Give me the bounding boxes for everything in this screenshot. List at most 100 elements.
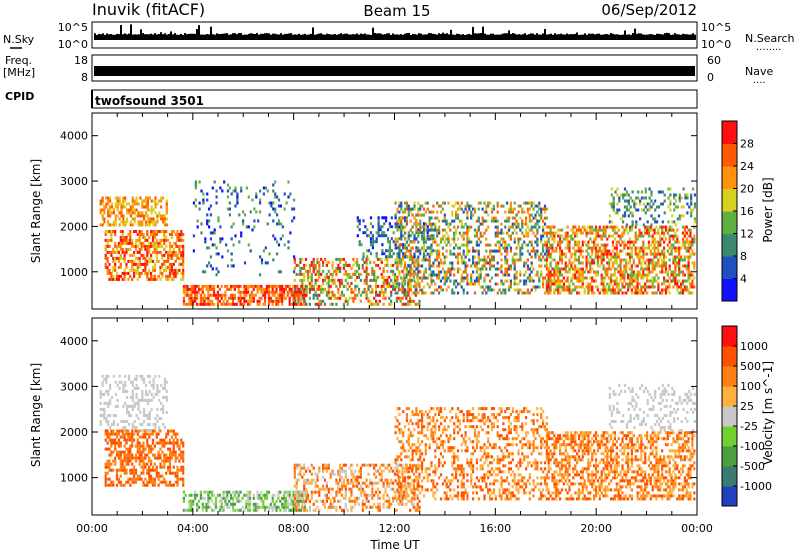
- scatter-cell: [407, 281, 410, 285]
- scatter-cell: [108, 453, 111, 457]
- scatter-cell: [163, 235, 166, 239]
- scatter-cell: [239, 302, 242, 306]
- scatter-cell: [661, 252, 664, 256]
- scatter-cell: [625, 264, 628, 268]
- scatter-cell: [203, 284, 206, 288]
- scatter-cell: [120, 208, 123, 212]
- scatter-cell: [101, 414, 104, 417]
- scatter-cell: [373, 302, 376, 306]
- scatter-cell: [106, 244, 109, 248]
- scatter-cell: [413, 264, 416, 268]
- scatter-cell: [430, 210, 433, 214]
- scatter-cell: [651, 270, 654, 274]
- scatter-cell: [152, 380, 155, 384]
- scatter-cell: [410, 278, 414, 282]
- scatter-cell: [451, 291, 454, 295]
- scatter-cell: [292, 499, 295, 503]
- scatter-cell: [500, 228, 503, 232]
- scatter-cell: [623, 264, 626, 268]
- scatter-cell: [462, 234, 465, 238]
- scatter-cell: [123, 456, 126, 460]
- y-tick-label: 3000: [60, 175, 88, 188]
- scatter-cell: [422, 246, 426, 250]
- scatter-cell: [649, 279, 652, 283]
- scatter-cell: [119, 456, 122, 460]
- scatter-cell: [146, 401, 149, 405]
- scatter-cell: [284, 496, 287, 500]
- scatter-cell: [124, 420, 127, 423]
- scatter-cell: [623, 270, 626, 274]
- scatter-cell: [318, 260, 321, 264]
- scatter-cell: [525, 228, 528, 232]
- scatter-cell: [129, 268, 132, 272]
- scatter-cell: [393, 278, 397, 282]
- scatter-cell: [287, 195, 290, 199]
- scatter-cell: [489, 249, 492, 253]
- scatter-cell: [606, 237, 609, 241]
- scatter-cell: [500, 222, 503, 226]
- scatter-cell: [226, 207, 230, 211]
- scatter-cell: [277, 293, 280, 297]
- scatter-cell: [182, 244, 185, 248]
- scatter-cell: [154, 223, 157, 227]
- scatter-cell: [253, 219, 256, 223]
- scatter-cell: [577, 249, 581, 253]
- scatter-cell: [441, 219, 444, 223]
- frequency-trace: [94, 66, 695, 76]
- scatter-cell: [642, 273, 645, 277]
- scatter-cell: [441, 237, 444, 241]
- scatter-cell: [570, 255, 573, 259]
- scatter-cell: [323, 278, 327, 282]
- scatter-cell: [300, 499, 303, 503]
- scatter-cell: [424, 258, 427, 262]
- scatter-cell: [119, 253, 122, 257]
- scatter-cell: [297, 302, 300, 306]
- scatter-cell: [153, 274, 156, 278]
- scatter-cell: [610, 202, 613, 206]
- scatter-cell: [269, 299, 272, 303]
- scatter-cell: [405, 255, 408, 259]
- scatter-cell: [158, 429, 161, 432]
- scatter-cell: [165, 380, 168, 384]
- scatter-cell: [380, 290, 383, 294]
- scatter-cell: [615, 276, 618, 280]
- scatter-cell: [231, 293, 235, 297]
- scatter-cell: [159, 465, 162, 469]
- scatter-cell: [163, 395, 166, 399]
- scatter-cell: [680, 205, 683, 209]
- scatter-cell: [615, 249, 618, 253]
- scatter-cell: [405, 249, 408, 253]
- scatter-cell: [233, 293, 236, 297]
- scatter-cell: [138, 230, 141, 233]
- scatter-cell: [174, 474, 177, 478]
- scatter-cell: [241, 302, 244, 306]
- scatter-cell: [146, 423, 149, 426]
- scatter-cell: [692, 208, 695, 212]
- scatter-cell: [101, 208, 104, 212]
- scatter-cell: [146, 414, 149, 417]
- scatter-cell: [612, 202, 615, 206]
- scatter-cell: [536, 228, 539, 232]
- scatter-cell: [386, 281, 389, 285]
- scatter-cell: [384, 296, 387, 300]
- scatter-cell: [186, 287, 189, 291]
- scatter-cell: [386, 237, 390, 241]
- scatter-cell: [413, 240, 416, 244]
- scatter-cell: [131, 468, 134, 472]
- scatter-cell: [438, 231, 441, 235]
- scatter-cell: [594, 273, 598, 277]
- scatter-cell: [481, 222, 484, 226]
- scatter-cell: [421, 288, 424, 292]
- scatter-cell: [337, 269, 340, 273]
- scatter-cell: [521, 246, 524, 250]
- scatter-cell: [161, 265, 164, 269]
- scatter-cell: [190, 296, 193, 300]
- scatter-cell: [199, 299, 202, 303]
- scatter-cell: [138, 262, 141, 266]
- scatter-cell: [167, 456, 170, 460]
- scatter-cell: [356, 257, 359, 261]
- scatter-cell: [259, 201, 262, 205]
- scatter-cell: [174, 259, 177, 263]
- scatter-cell: [133, 202, 136, 206]
- scatter-cell: [610, 193, 613, 197]
